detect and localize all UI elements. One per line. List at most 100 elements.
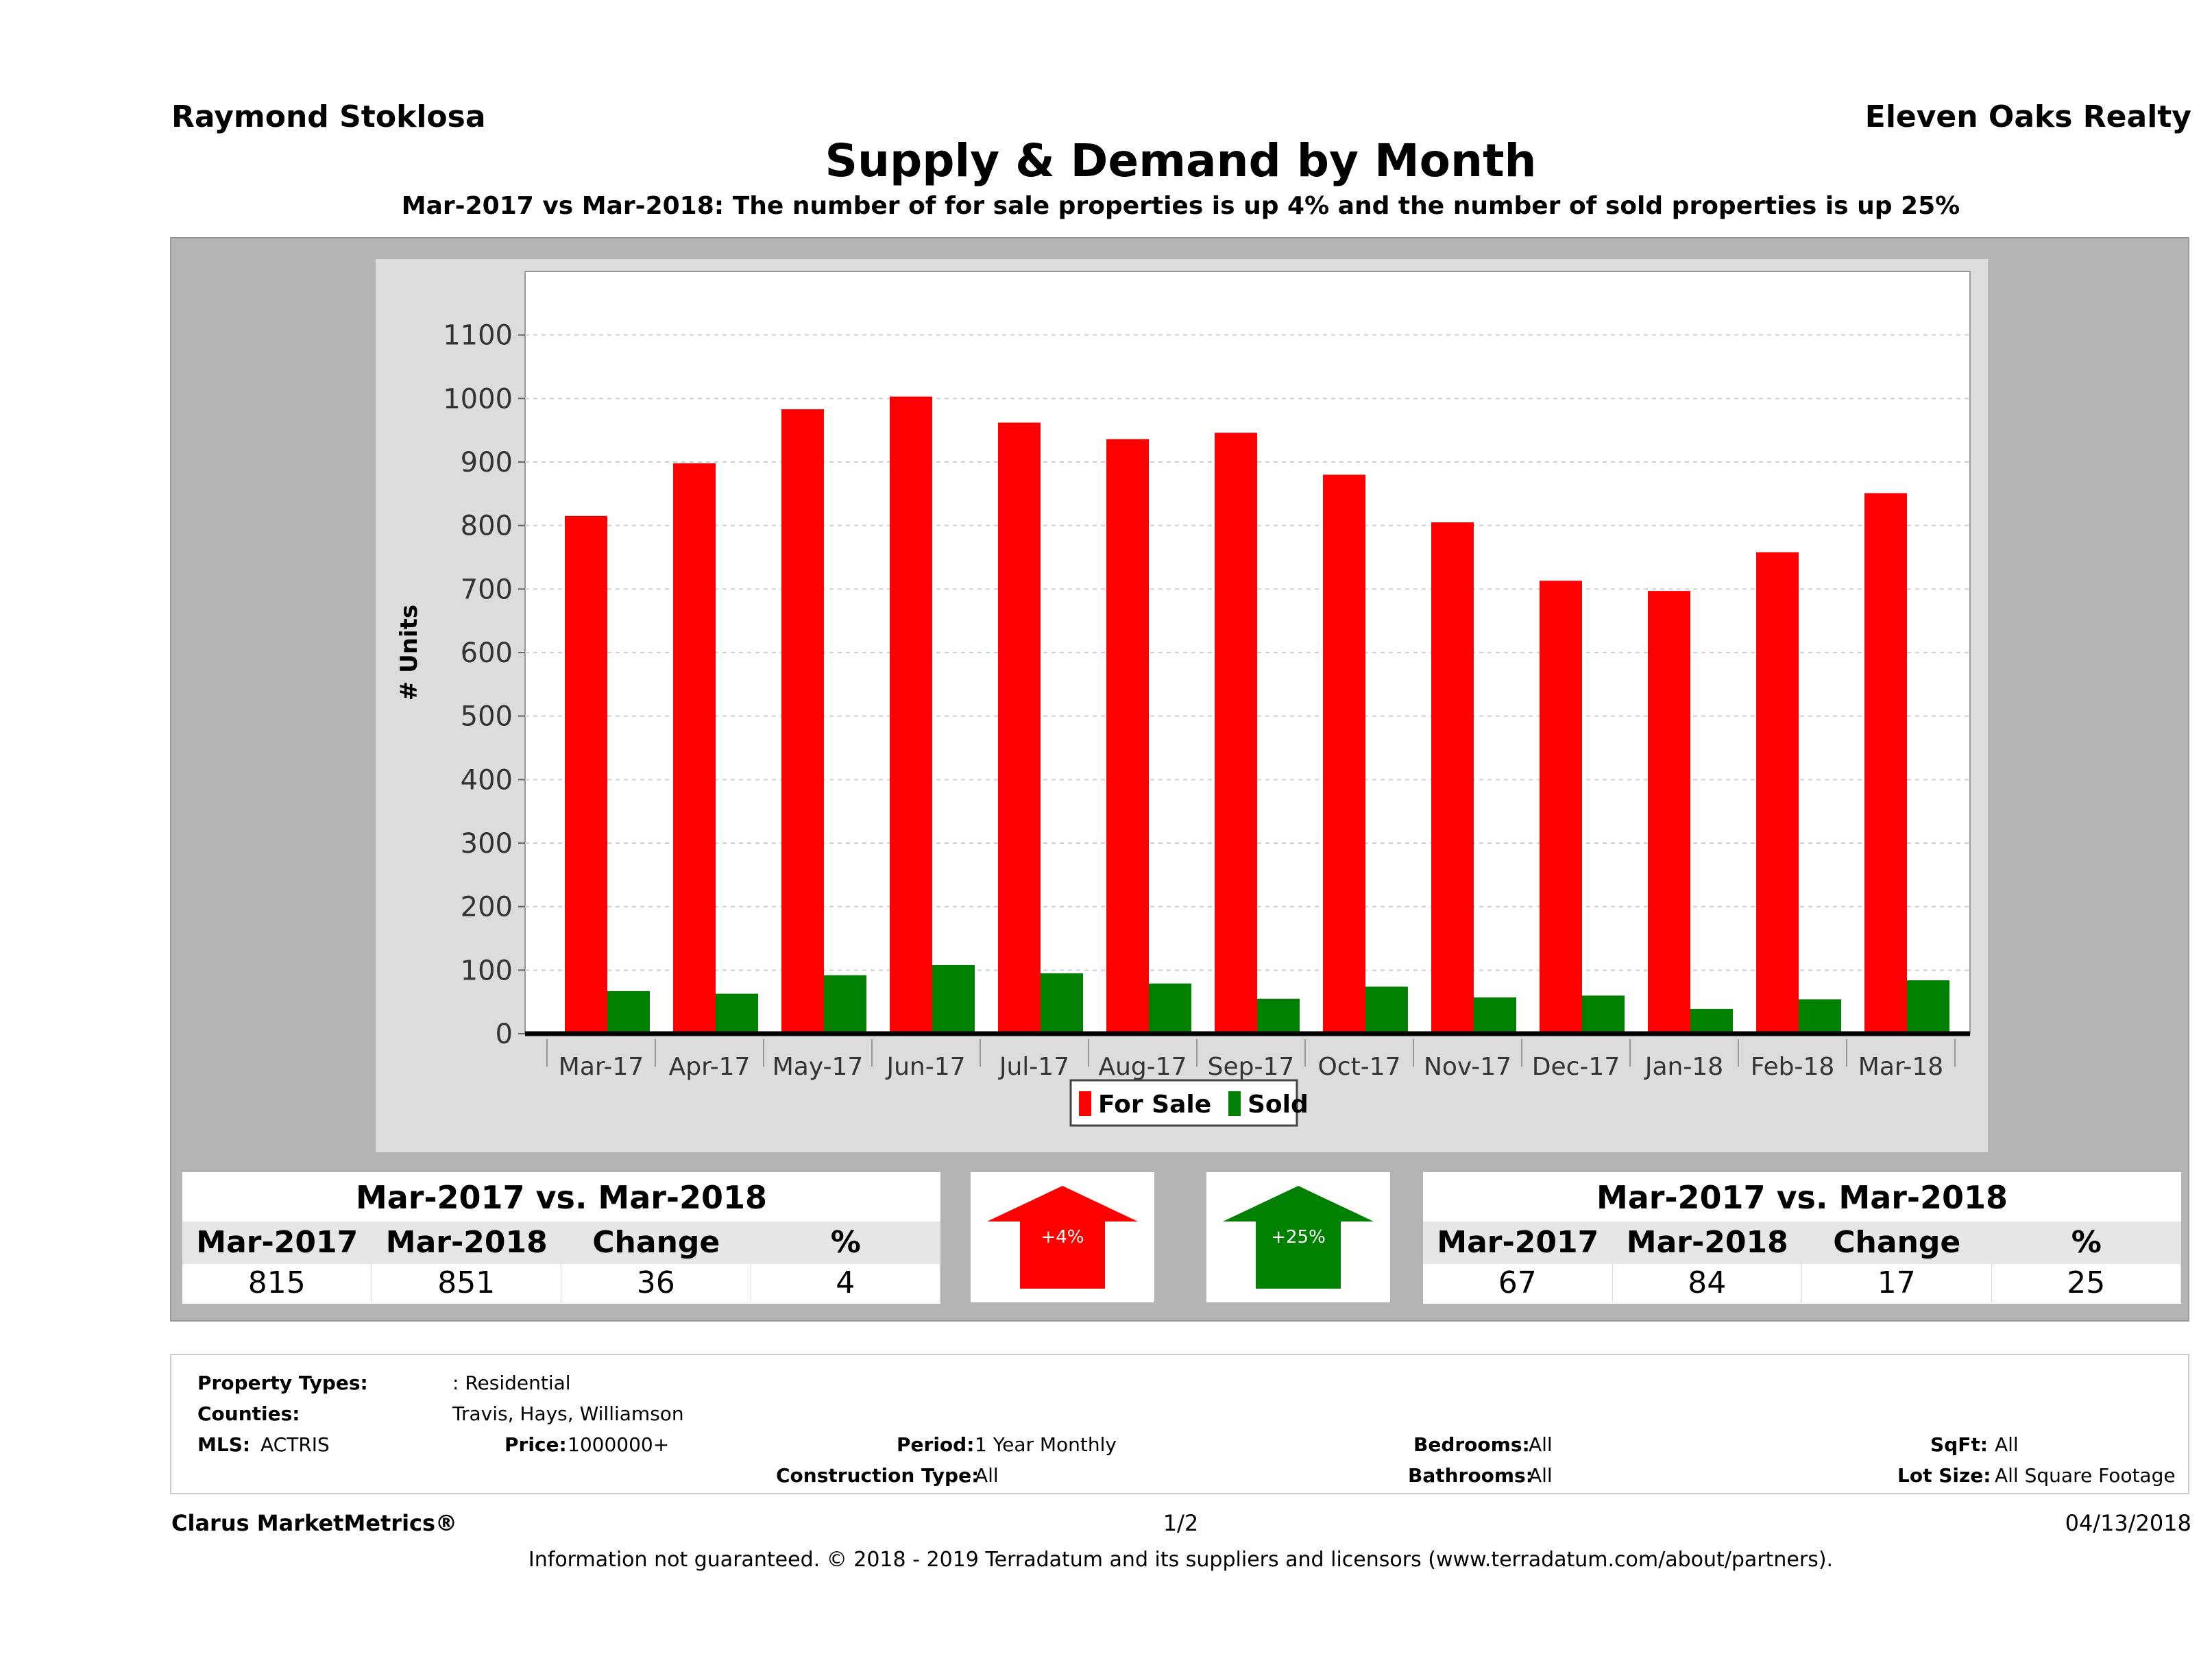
column-header: Mar-2017 bbox=[196, 1225, 358, 1260]
filter-value: All bbox=[1995, 1433, 2019, 1456]
bar-for-sale bbox=[1540, 581, 1582, 1034]
filter-label: SqFt: bbox=[1930, 1433, 1988, 1456]
agent-name: Raymond Stoklosa bbox=[171, 99, 486, 134]
table-header-row: Mar-2017 Mar-2018 Change % bbox=[182, 1221, 940, 1264]
up-arrow-icon bbox=[987, 1186, 1138, 1289]
bar-sold bbox=[1690, 1008, 1733, 1034]
bar-sold bbox=[1365, 986, 1408, 1034]
y-tick-label: 0 bbox=[496, 1019, 513, 1050]
bar-for-sale bbox=[1864, 493, 1907, 1034]
legend-label: For Sale bbox=[1098, 1091, 1211, 1119]
y-axis-label: # Units bbox=[396, 605, 423, 701]
bar-sold bbox=[607, 990, 650, 1034]
bar-for-sale bbox=[565, 515, 607, 1034]
x-tick-label: Jan-18 bbox=[1644, 1053, 1723, 1081]
y-tick-label: 100 bbox=[461, 955, 513, 986]
column-header: Mar-2018 bbox=[385, 1225, 548, 1260]
x-tick-label: Jun-17 bbox=[885, 1053, 965, 1081]
table-cell: 25 bbox=[1992, 1264, 2181, 1302]
x-tick-label: Mar-18 bbox=[1858, 1053, 1943, 1081]
bar-sold bbox=[1474, 997, 1516, 1034]
filter-value: 1000000+ bbox=[568, 1433, 670, 1456]
column-header: Mar-2018 bbox=[1626, 1225, 1788, 1260]
bar-for-sale bbox=[1756, 552, 1799, 1034]
bar-for-sale bbox=[673, 463, 716, 1034]
disclaimer: Information not guaranteed. © 2018 - 201… bbox=[528, 1548, 1834, 1572]
bar-for-sale bbox=[781, 409, 824, 1034]
x-tick-label: Nov-17 bbox=[1424, 1053, 1511, 1081]
bar-sold bbox=[1149, 983, 1191, 1034]
legend-label: Sold bbox=[1248, 1091, 1309, 1119]
y-tick-label: 1100 bbox=[443, 320, 513, 352]
filter-value: All bbox=[1529, 1464, 1553, 1487]
sold-change-indicator: +25% bbox=[1206, 1172, 1390, 1302]
footer-brand: Clarus MarketMetrics® bbox=[171, 1510, 458, 1536]
table-cell: 815 bbox=[182, 1264, 372, 1302]
supply-demand-chart: 0 100 200 300 400 500 600 700 800 900 1000 1100 # Un… bbox=[396, 271, 1971, 1127]
y-tick-label: 400 bbox=[461, 764, 513, 796]
filter-value: : Residential bbox=[452, 1372, 571, 1394]
filter-label: Bathrooms: bbox=[1408, 1464, 1533, 1487]
filter-label: MLS: bbox=[197, 1433, 251, 1456]
y-tick-label: 500 bbox=[461, 701, 513, 733]
sold-comparison-table: Mar-2017 vs. Mar-2018 Mar-2017 Mar-2018 … bbox=[1423, 1172, 2181, 1304]
filter-label: Property Types: bbox=[197, 1372, 368, 1394]
table-cell: 36 bbox=[561, 1264, 751, 1302]
bar-sold bbox=[1799, 999, 1841, 1034]
legend-swatch bbox=[1079, 1091, 1091, 1116]
brokerage-name: Eleven Oaks Realty bbox=[1864, 99, 2191, 134]
y-tick-label: 200 bbox=[461, 892, 513, 923]
report-subtitle: Mar-2017 vs Mar-2018: The number of for … bbox=[401, 192, 1960, 220]
report-date: 04/13/2018 bbox=[2065, 1510, 2191, 1536]
column-header: Change bbox=[1833, 1225, 1961, 1260]
bar-for-sale bbox=[1648, 591, 1690, 1034]
x-tick-label: Apr-17 bbox=[669, 1053, 751, 1081]
bar-for-sale bbox=[1323, 474, 1365, 1034]
table-cell: 84 bbox=[1613, 1264, 1802, 1302]
y-tick-label: 300 bbox=[461, 828, 513, 860]
bar-for-sale bbox=[1215, 433, 1257, 1034]
table-heading: Mar-2017 vs. Mar-2018 bbox=[1596, 1179, 2008, 1216]
filter-label: Construction Type: bbox=[776, 1464, 980, 1487]
filter-value: All Square Footage bbox=[1995, 1464, 2176, 1487]
for-sale-comparison-table: Mar-2017 vs. Mar-2018 Mar-2017 Mar-2018 … bbox=[182, 1172, 940, 1304]
x-tick-label: Mar-17 bbox=[559, 1053, 644, 1081]
column-header: % bbox=[830, 1225, 861, 1260]
x-tick-label: May-17 bbox=[773, 1053, 864, 1081]
y-tick-label: 1000 bbox=[443, 383, 513, 415]
x-tick-label: Feb-18 bbox=[1751, 1053, 1835, 1081]
y-tick-label: 600 bbox=[461, 637, 513, 669]
y-tick-label: 700 bbox=[461, 574, 513, 605]
table-cell: 17 bbox=[1802, 1264, 1992, 1302]
for-sale-change-indicator: +4% bbox=[971, 1172, 1154, 1302]
table-row: 815 851 36 4 bbox=[182, 1264, 940, 1302]
table-cell: 67 bbox=[1423, 1264, 1613, 1302]
table-row: 67 84 17 25 bbox=[1423, 1264, 2181, 1302]
column-header: % bbox=[2071, 1225, 2102, 1260]
y-tick-label: 900 bbox=[461, 447, 513, 478]
column-header: Change bbox=[592, 1225, 720, 1260]
up-arrow-icon bbox=[1223, 1186, 1374, 1289]
bar-sold bbox=[932, 964, 975, 1034]
filter-value: ACTRIS bbox=[260, 1433, 330, 1456]
filter-value: All bbox=[1529, 1433, 1553, 1456]
table-cell: 851 bbox=[372, 1264, 561, 1302]
bar-sold bbox=[716, 993, 758, 1034]
table-header-row: Mar-2017 Mar-2018 Change % bbox=[1423, 1221, 2181, 1264]
x-tick-label: Dec-17 bbox=[1532, 1053, 1620, 1081]
report-filters: Property Types: : Residential Counties: … bbox=[170, 1354, 2189, 1494]
filter-label: Price: bbox=[505, 1433, 567, 1456]
filter-label: Counties: bbox=[197, 1402, 300, 1425]
bar-sold bbox=[1041, 973, 1083, 1034]
x-tick-label: Aug-17 bbox=[1098, 1053, 1187, 1081]
bar-sold bbox=[1582, 995, 1625, 1034]
filter-label: Lot Size: bbox=[1897, 1464, 1991, 1487]
report-title: Supply & Demand by Month bbox=[825, 134, 1537, 187]
column-header: Mar-2017 bbox=[1437, 1225, 1599, 1260]
filter-value: 1 Year Monthly bbox=[975, 1433, 1117, 1456]
table-cell: 4 bbox=[751, 1264, 940, 1302]
sold-change-label: +25% bbox=[1271, 1227, 1326, 1248]
bar-for-sale bbox=[1106, 439, 1149, 1034]
bar-for-sale bbox=[1431, 522, 1474, 1034]
x-tick-label: Jul-17 bbox=[998, 1053, 1069, 1081]
